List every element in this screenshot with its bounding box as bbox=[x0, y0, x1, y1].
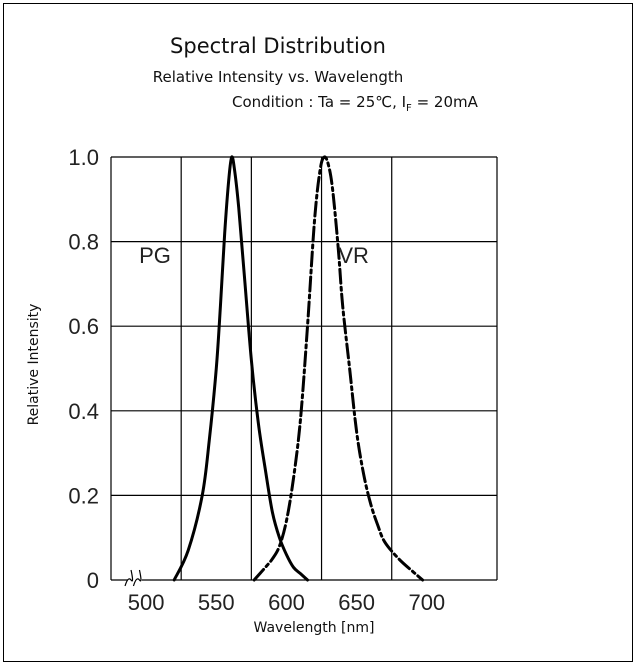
x-tick-label: 700 bbox=[408, 590, 445, 615]
chart-subtitle: Relative Intensity vs. Wavelength bbox=[152, 68, 404, 86]
condition-prefix: Condition : Ta = 25℃, I bbox=[232, 93, 407, 111]
x-tick-label: 500 bbox=[128, 590, 165, 615]
series-line-pg bbox=[172, 155, 310, 582]
axis-break-mark bbox=[124, 569, 134, 587]
series-line-vr bbox=[252, 155, 425, 582]
y-axis-label: Relative Intensity bbox=[26, 304, 42, 426]
series-label-pg: PG bbox=[139, 243, 171, 268]
series-label-vr: VR bbox=[338, 243, 369, 268]
axis-break-mask bbox=[127, 570, 142, 590]
y-tick-label: 0.6 bbox=[68, 314, 99, 339]
condition-suffix: = 20mA bbox=[411, 93, 478, 111]
y-tick-label: 0.2 bbox=[68, 483, 99, 508]
chart-condition: Condition : Ta = 25℃, IF = 20mA bbox=[232, 93, 478, 114]
y-tick-label: 0 bbox=[87, 568, 99, 593]
x-tick-label: 550 bbox=[198, 590, 235, 615]
chart-title: Spectral Distribution bbox=[170, 34, 386, 58]
chart-frame: Spectral Distribution Relative Intensity… bbox=[3, 3, 633, 662]
y-tick-label: 1.0 bbox=[68, 145, 99, 170]
condition-subscript: F bbox=[406, 103, 412, 114]
x-tick-label: 650 bbox=[338, 590, 375, 615]
y-tick-label: 0.4 bbox=[68, 399, 99, 424]
y-tick-label: 0.8 bbox=[68, 230, 99, 255]
x-axis-label: Wavelength [nm] bbox=[254, 620, 375, 636]
x-tick-label: 600 bbox=[268, 590, 305, 615]
axis-break-mark bbox=[132, 569, 142, 587]
